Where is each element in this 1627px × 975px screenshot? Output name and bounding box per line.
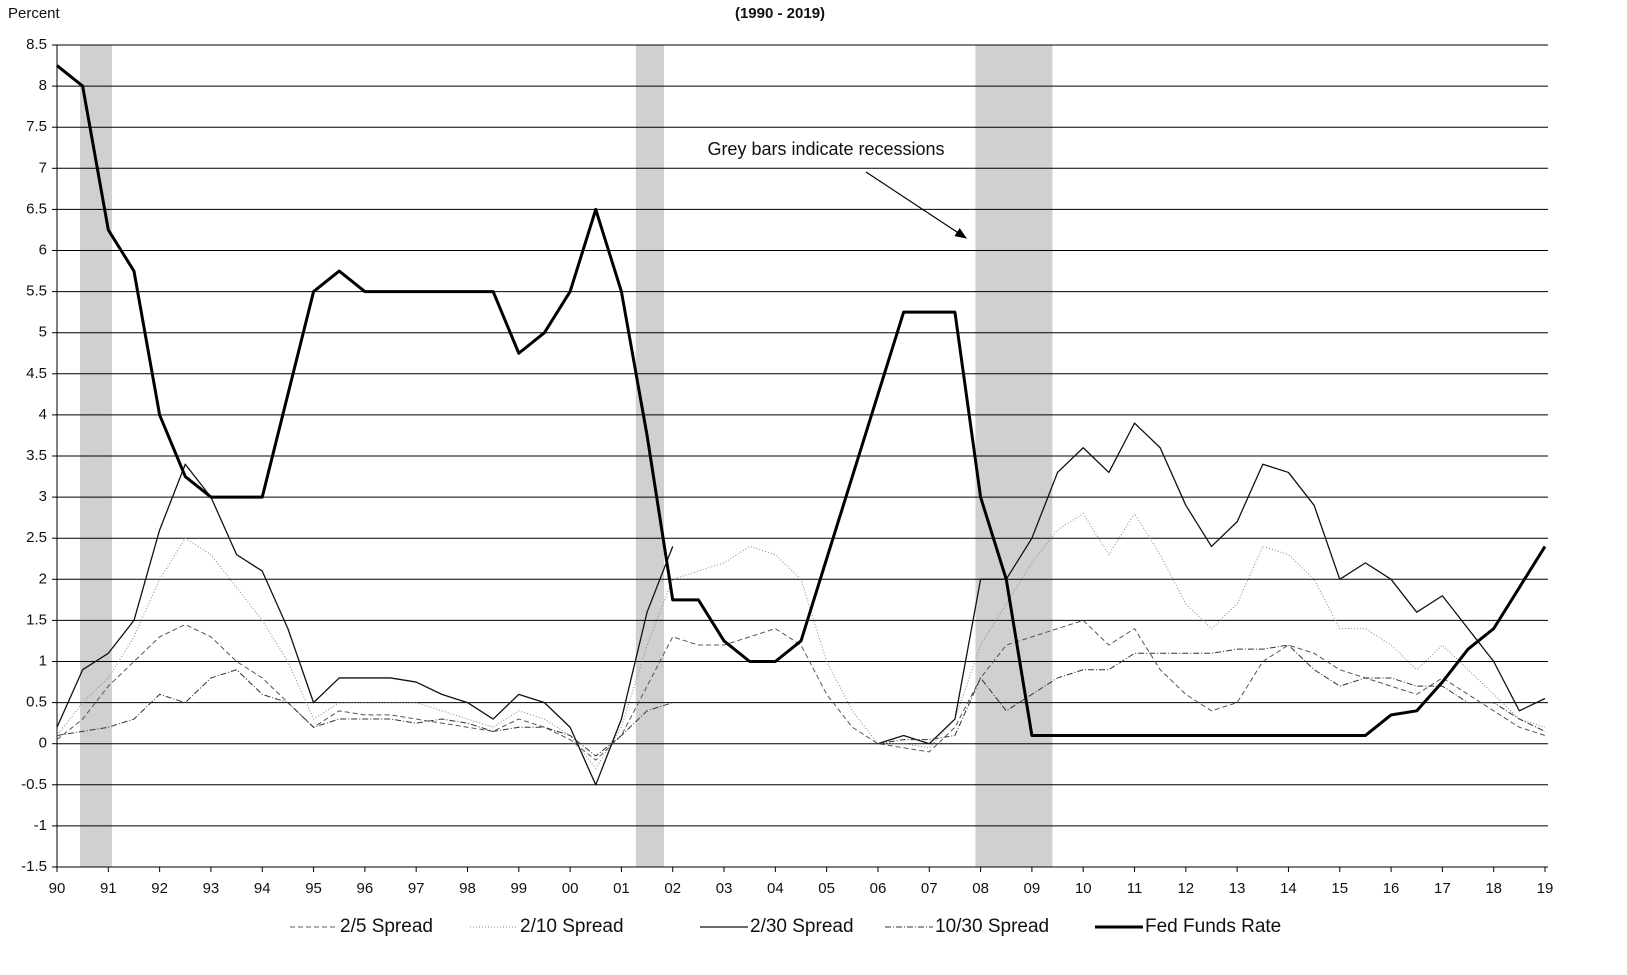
y-tick-label: 3	[39, 488, 47, 505]
annotation: Grey bars indicate recessions	[707, 139, 944, 159]
x-tick-label: 10	[1075, 880, 1092, 897]
x-tick-label: 15	[1331, 880, 1348, 897]
x-tick-label: 92	[151, 880, 168, 897]
x-tick-label: 11	[1127, 880, 1143, 897]
x-tick-label: 05	[818, 880, 835, 897]
x-tick-label: 95	[305, 880, 322, 897]
x-tick-label: 01	[613, 880, 630, 897]
x-tick-label: 13	[1229, 880, 1246, 897]
x-tick-label: 00	[562, 880, 579, 897]
y-tick-label: 3.5	[26, 447, 47, 464]
y-tick-label: 2.5	[26, 529, 47, 546]
y-tick-label: 7	[39, 159, 47, 176]
y-axis-label: Percent	[8, 5, 61, 22]
x-tick-label: 93	[203, 880, 220, 897]
y-tick-label: 1.5	[26, 611, 47, 628]
y-tick-label: -0.5	[21, 776, 47, 793]
y-tick-label: 7.5	[26, 118, 47, 135]
y-tick-label: 6	[39, 241, 47, 258]
x-tick-label: 91	[100, 880, 117, 897]
x-tick-label: 98	[459, 880, 476, 897]
y-tick-label: 5	[39, 324, 47, 341]
series-line	[56, 513, 1546, 769]
grid-layer: -1.5 -1 -0.5 0 0.5 1 1.5 2 2.5 3 3.5 4 4.5 5 5.5 6 6.5 7 7…	[21, 36, 1553, 897]
chart-title: (1990 - 2019)	[735, 5, 825, 22]
series-line	[56, 422, 1546, 786]
legend-label: 10/30 Spread	[935, 916, 1049, 937]
legend-label: 2/10 Spread	[520, 916, 624, 937]
legend: 2/5 Spread 2/10 Spread 2/30 Spread 10/30 Sp…	[290, 916, 1281, 937]
x-tick-label: 90	[49, 880, 66, 897]
y-tick-label: 0	[39, 735, 47, 752]
y-tick-label: 6.5	[26, 200, 47, 217]
x-tick-label: 94	[254, 880, 271, 897]
y-tick-label: 8	[39, 77, 47, 94]
legend-label: 2/5 Spread	[340, 916, 433, 937]
line-layer	[56, 64, 1547, 786]
series-line	[56, 64, 1547, 737]
y-tick-label: 0.5	[26, 694, 47, 711]
x-tick-label: 07	[921, 880, 938, 897]
legend-label: 2/30 Spread	[750, 916, 854, 937]
annotation-arrow	[865, 171, 968, 239]
legend-label: Fed Funds Rate	[1145, 916, 1281, 937]
series-line	[56, 644, 1546, 757]
y-tick-label: 4.5	[26, 365, 47, 382]
y-tick-label: 8.5	[26, 36, 47, 53]
y-tick-label: 5.5	[26, 283, 47, 300]
x-tick-label: 06	[870, 880, 887, 897]
y-tick-label: -1	[34, 817, 47, 834]
x-tick-label: 03	[716, 880, 733, 897]
x-tick-label: 97	[408, 880, 425, 897]
x-tick-label: 17	[1434, 880, 1451, 897]
x-tick-label: 19	[1537, 880, 1554, 897]
x-tick-label: 04	[767, 880, 784, 897]
x-tick-label: 08	[972, 880, 989, 897]
x-tick-label: 16	[1383, 880, 1400, 897]
x-tick-label: 02	[664, 880, 681, 897]
y-tick-label: 4	[39, 406, 47, 423]
x-tick-label: 12	[1177, 880, 1194, 897]
y-tick-label: 2	[39, 570, 47, 587]
x-tick-label: 09	[1024, 880, 1041, 897]
y-tick-label: 1	[39, 652, 47, 669]
x-tick-label: 99	[510, 880, 527, 897]
y-tick-label: -1.5	[21, 858, 47, 875]
x-tick-label: 96	[357, 880, 374, 897]
x-tick-label: 14	[1280, 880, 1297, 897]
x-tick-label: 18	[1485, 880, 1502, 897]
